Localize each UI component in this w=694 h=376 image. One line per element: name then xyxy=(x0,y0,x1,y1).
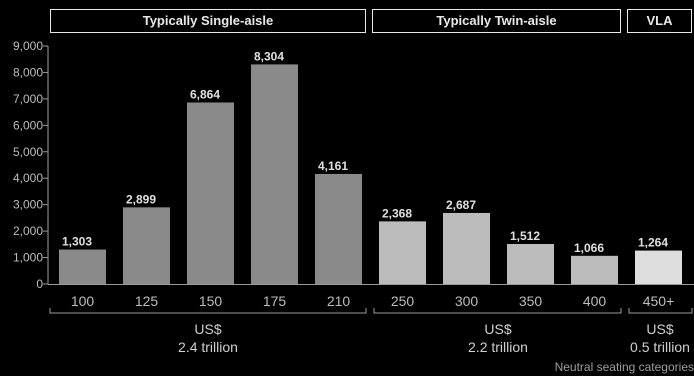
total-single-aisle: US$ 2.4 trillion xyxy=(146,320,270,356)
bars xyxy=(59,64,682,284)
data-label-100: 1,303 xyxy=(62,235,92,249)
x-tick-label-125: 125 xyxy=(135,293,159,309)
y-tick-label: 3,000 xyxy=(13,198,43,212)
data-label-210: 4,161 xyxy=(318,159,348,173)
bar-100 xyxy=(59,249,106,284)
segment-bracket-1 xyxy=(373,308,622,314)
y-tick-label: 4,000 xyxy=(13,171,43,185)
total-twin-aisle: US$ 2.2 trillion xyxy=(436,320,560,356)
total-amount: 2.2 trillion xyxy=(468,339,528,355)
total-currency: US$ xyxy=(194,321,222,337)
footnote: Neutral seating categories xyxy=(554,360,694,374)
x-tick-label-250: 250 xyxy=(391,293,415,309)
bar-175 xyxy=(251,64,298,284)
total-amount: 0.5 trillion xyxy=(630,339,690,355)
x-tick-label-300: 300 xyxy=(455,293,479,309)
x-tick-label-210: 210 xyxy=(327,293,351,309)
segment-header-single-aisle: Typically Single-aisle xyxy=(50,9,366,33)
segment-brackets xyxy=(49,308,693,314)
x-tick-label-450+: 450+ xyxy=(643,293,675,309)
total-currency: US$ xyxy=(646,321,674,337)
data-label-400: 1,066 xyxy=(574,241,604,255)
y-tick-label: 9,000 xyxy=(13,39,43,53)
x-tick-label-100: 100 xyxy=(71,293,95,309)
bar-350 xyxy=(507,244,554,284)
x-tick-label-400: 400 xyxy=(583,293,607,309)
y-tick-label: 0 xyxy=(36,277,43,291)
data-label-150: 6,864 xyxy=(190,87,220,101)
y-axis: 0 1,000 2,000 3,000 4,000 5,000 6,000 7,000 8,00… xyxy=(13,39,49,291)
bar-400 xyxy=(571,255,618,284)
bar-210 xyxy=(315,173,362,284)
x-tick-label-150: 150 xyxy=(199,293,223,309)
y-tick-label: 1,000 xyxy=(13,251,43,265)
data-labels: 1,303 2,899 6,864 8,304 4,161 2,368 2,687 1,512… xyxy=(62,49,668,254)
bar-300 xyxy=(443,212,490,284)
data-label-175: 8,304 xyxy=(254,49,284,63)
y-tick-label: 8,000 xyxy=(13,65,43,79)
y-tick-label: 7,000 xyxy=(13,92,43,106)
data-label-300: 2,687 xyxy=(446,198,476,212)
data-label-450+: 1,264 xyxy=(638,236,668,250)
total-currency: US$ xyxy=(484,321,512,337)
y-tick-label: 2,000 xyxy=(13,224,43,238)
data-label-350: 1,512 xyxy=(510,229,540,243)
bar-150 xyxy=(187,102,234,284)
bar-250 xyxy=(379,221,426,284)
y-tick-label: 6,000 xyxy=(13,118,43,132)
data-label-125: 2,899 xyxy=(126,192,156,206)
bar-450+ xyxy=(635,250,682,284)
x-tick-label-175: 175 xyxy=(263,293,287,309)
y-tick-label: 5,000 xyxy=(13,145,43,159)
segment-bracket-0 xyxy=(49,308,367,314)
x-axis: 100 125 150 175 210 250 300 350 400 450+ xyxy=(48,284,694,309)
segment-header-vla: VLA xyxy=(627,9,692,33)
total-amount: 2.4 trillion xyxy=(178,339,238,355)
segment-bracket-2 xyxy=(628,308,693,314)
bar-125 xyxy=(123,207,170,284)
x-tick-label-350: 350 xyxy=(519,293,543,309)
segment-header-twin-aisle: Typically Twin-aisle xyxy=(372,9,621,33)
total-vla: US$ 0.5 trillion xyxy=(626,320,694,356)
data-label-250: 2,368 xyxy=(382,206,412,220)
